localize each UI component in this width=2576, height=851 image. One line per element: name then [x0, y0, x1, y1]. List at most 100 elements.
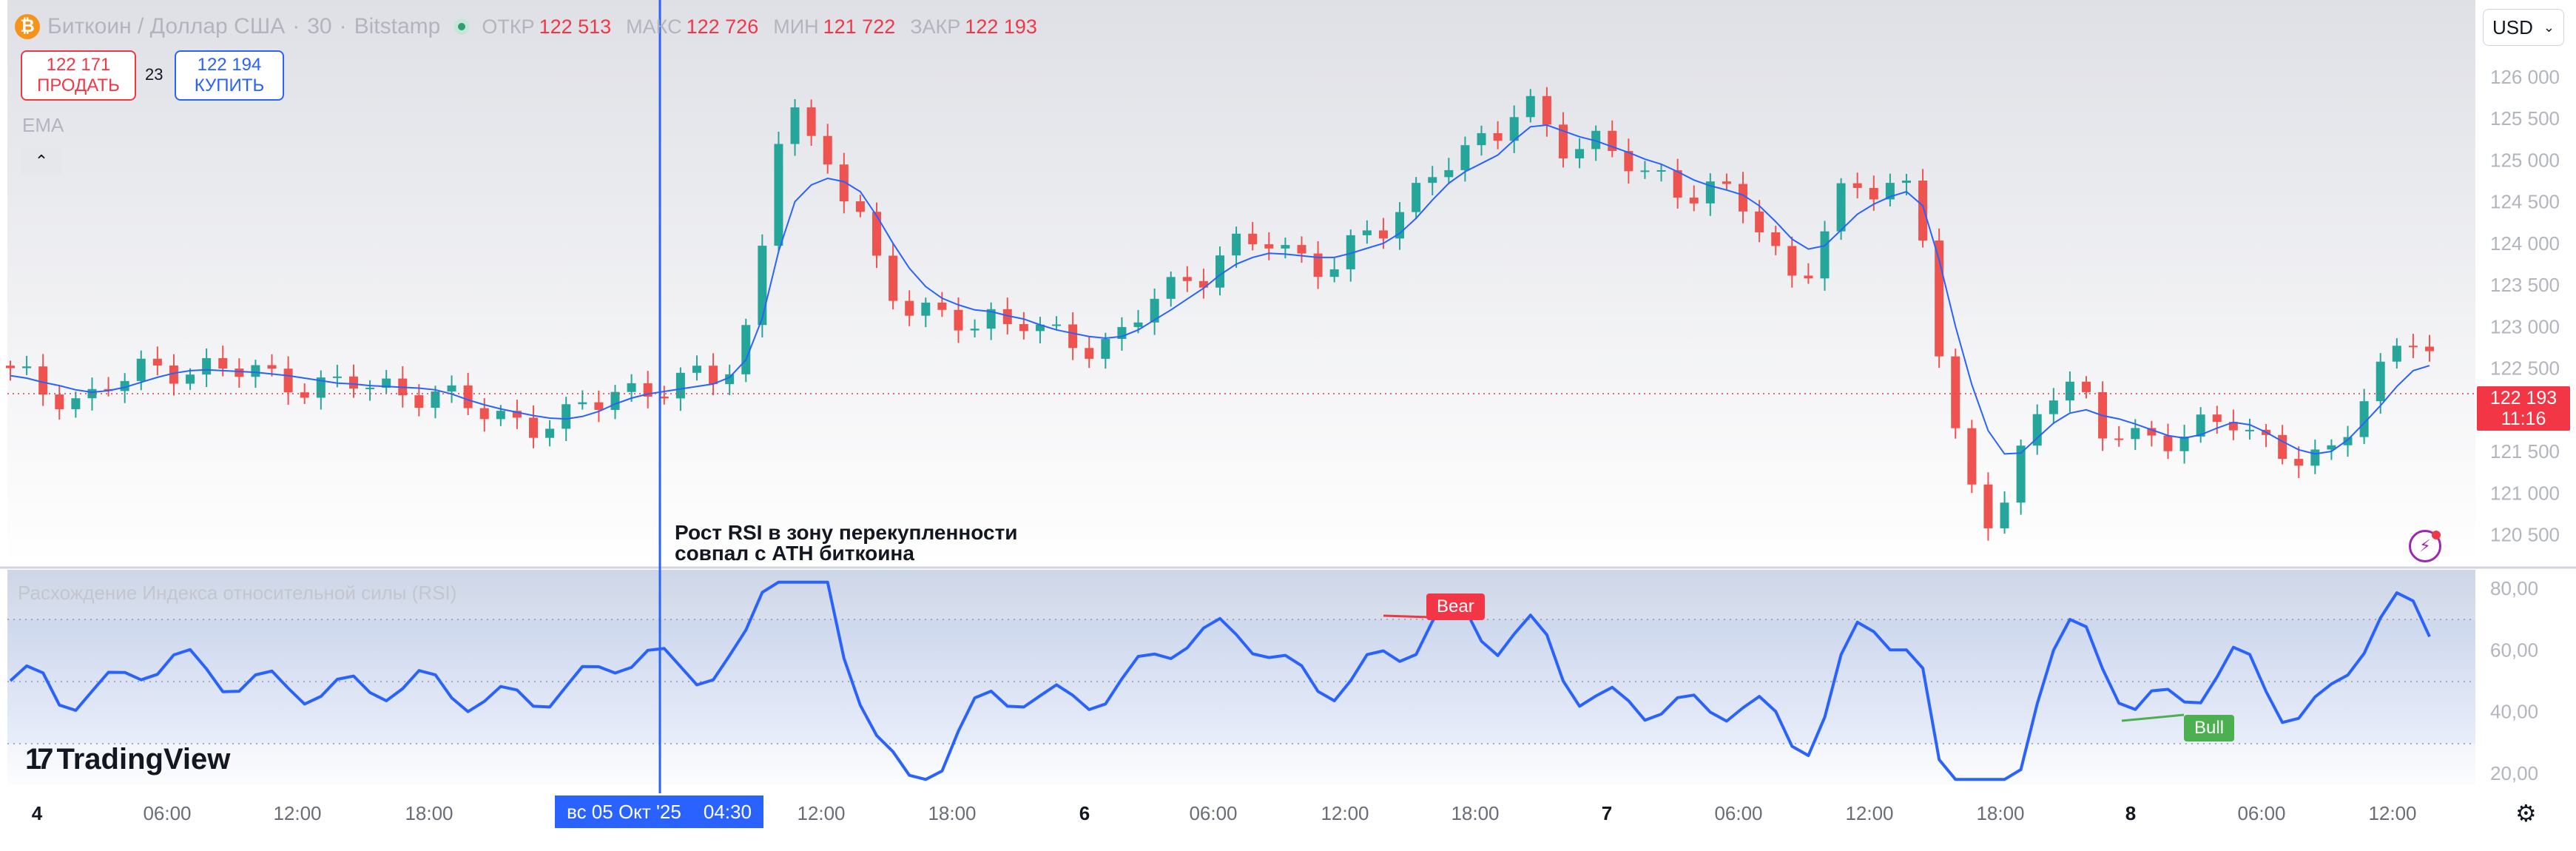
- time-tick-label: 6: [1079, 802, 1090, 824]
- candle-body: [1804, 275, 1813, 279]
- candle-body: [2114, 438, 2124, 440]
- candle-body: [610, 391, 620, 410]
- candle-body: [1673, 169, 1682, 198]
- candle-body: [55, 394, 64, 409]
- low-value: 121 722: [823, 15, 896, 38]
- price-tick-label: 125 000: [2490, 149, 2560, 171]
- candle-body: [823, 135, 832, 165]
- candle-body: [2408, 346, 2418, 348]
- interval[interactable]: 30: [307, 14, 332, 38]
- candle-body: [774, 144, 783, 246]
- candle-body: [365, 387, 375, 389]
- candle-body: [2032, 414, 2042, 446]
- candle-body: [2082, 381, 2091, 392]
- candle-body: [562, 404, 571, 429]
- sell-label: ПРОДАТЬ: [37, 75, 120, 95]
- time-tick-label: 18:00: [928, 802, 976, 824]
- last-price-badge: 122 193 11:16: [2477, 386, 2570, 431]
- candle-body: [2278, 434, 2287, 460]
- candle-body: [186, 374, 195, 384]
- candle-body: [2049, 400, 2058, 414]
- candle-body: [1346, 235, 1355, 269]
- rsi-indicator-title[interactable]: Расхождение Индекса относительной силы (…: [18, 582, 457, 604]
- candle-body: [300, 392, 309, 398]
- candle-body: [1329, 269, 1339, 278]
- candle-body: [1460, 145, 1470, 170]
- price-tick-label: 120 500: [2490, 524, 2560, 546]
- ema-indicator-label[interactable]: EMA: [22, 114, 64, 136]
- candle-body: [1477, 132, 1486, 146]
- candle-body: [725, 374, 735, 385]
- candle-body: [218, 357, 228, 369]
- last-price-value: 122 193: [2489, 388, 2558, 408]
- candle-body: [839, 164, 849, 202]
- bar-countdown: 11:16: [2501, 408, 2546, 429]
- rsi-tick-label: 40,00: [2490, 701, 2538, 723]
- symbol-name[interactable]: Биткоин / Доллар США: [47, 14, 286, 38]
- price-tick-label: 123 000: [2490, 315, 2560, 337]
- candle-body: [2392, 346, 2401, 362]
- price-tick-label: 124 000: [2490, 232, 2560, 255]
- candle-body: [71, 398, 81, 409]
- buy-price: 122 194: [197, 55, 262, 75]
- candle-body: [169, 365, 178, 384]
- time-axis[interactable]: 4 06:00 12:00 18:00 12:00 18:00 6 06:00 12:00 18:…: [32, 802, 2417, 824]
- time-tick-label: 06:00: [1714, 802, 1762, 824]
- candle-body: [578, 402, 587, 405]
- bitcoin-icon: ₿: [15, 14, 40, 39]
- candle-body: [1656, 169, 1666, 172]
- price-axis[interactable]: 126 000 125 500 125 000 124 500 124 000 123 5…: [2490, 66, 2560, 546]
- open-label: ОТКР: [482, 15, 535, 38]
- candle-body: [447, 385, 456, 392]
- price-tick-label: 122 500: [2490, 357, 2560, 380]
- candle-body: [1869, 187, 1878, 200]
- candle-body: [709, 366, 718, 385]
- sell-button[interactable]: 122 171 ПРОДАТЬ: [21, 50, 136, 101]
- candle-body: [1150, 298, 1159, 323]
- time-tick-label: 18:00: [1976, 802, 2024, 824]
- candle-body: [758, 246, 767, 326]
- buy-button[interactable]: 122 194 КУПИТЬ: [175, 50, 284, 101]
- candle-body: [2212, 414, 2222, 423]
- currency-select[interactable]: USD ⌄: [2483, 9, 2564, 46]
- candle-body: [2065, 381, 2074, 401]
- ohlc-readout: ОТКР 122 513 МАКС 122 726 МИН 121 722 ЗАКР 1…: [482, 16, 1048, 38]
- candle-body: [1852, 183, 1862, 188]
- candle-body: [1232, 233, 1241, 256]
- collapse-indicators-button[interactable]: ⌃: [21, 147, 62, 176]
- candle-body: [921, 302, 931, 316]
- chart-annotation[interactable]: Рост RSI в зону перекупленности совпал с…: [675, 522, 1018, 564]
- time-tick-label: 12:00: [1845, 802, 1893, 824]
- exchange: Bitstamp: [354, 14, 441, 38]
- candle-body: [202, 357, 212, 375]
- candle-body: [6, 366, 15, 369]
- candle-body: [87, 388, 97, 399]
- time-tick-label: 8: [2125, 802, 2136, 824]
- candle-body: [1198, 280, 1208, 288]
- candle-body: [1558, 124, 1568, 159]
- settings-icon[interactable]: ⚙: [2515, 800, 2537, 827]
- bear-divergence-label: Bear: [1426, 593, 1485, 620]
- close-label: ЗАКР: [910, 15, 961, 38]
- candle-body: [675, 372, 685, 399]
- candle-body: [1591, 130, 1601, 149]
- candle-body: [937, 302, 947, 310]
- candle-body: [1313, 253, 1323, 278]
- candle-body: [889, 255, 898, 301]
- candle-body: [1755, 211, 1764, 232]
- market-status-icon[interactable]: [454, 18, 471, 35]
- candle-body: [2131, 428, 2140, 440]
- lightning-icon[interactable]: ⚡: [2409, 530, 2441, 562]
- tradingview-logo[interactable]: 17 TradingView: [25, 743, 230, 776]
- candle-body: [1378, 230, 1388, 239]
- candle-body: [1297, 245, 1306, 254]
- candle-body: [463, 385, 473, 408]
- rsi-tick-label: 80,00: [2490, 577, 2538, 599]
- candle-body: [1787, 246, 1797, 276]
- candle-body: [905, 300, 914, 316]
- rsi-axis[interactable]: 80,00 60,00 40,00 20,00: [2490, 577, 2538, 784]
- candle-body: [1002, 309, 1012, 324]
- candle-body: [414, 395, 424, 408]
- candle-body: [496, 411, 505, 420]
